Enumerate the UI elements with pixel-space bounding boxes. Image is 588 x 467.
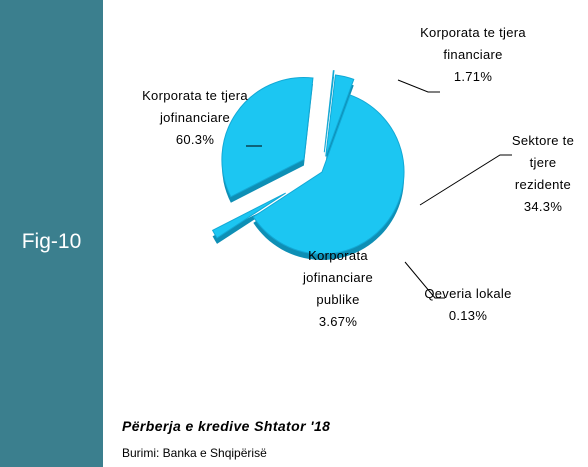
category-label: Korporata jofinanciare publike [302,248,374,307]
slice [323,70,335,153]
category-label: Qeveria lokale [424,286,512,301]
source: Burimi: Banka e Shqipërisë [122,446,267,460]
value-label: 0.13% [448,308,488,323]
category-label: Korporata te tjera financiare [420,25,526,62]
slice-side [324,76,335,159]
slice-label: Qeveria lokale 0.13% [418,283,518,327]
slice [252,94,405,255]
slice-label: Korporata te tjera jofinanciare 60.3% [140,85,250,151]
leader-line [404,261,445,299]
value-label: 34.3% [523,199,563,214]
category-label: Sektore te tjere rezidente [511,133,575,192]
leader-line [419,154,512,206]
figure-label: Fig-10 [21,230,82,253]
value-label: 60.3% [175,132,215,147]
slice-label: Korporata te tjera financiare 1.71% [418,22,528,88]
value-label: 1.71% [453,69,493,84]
chart-title: Përberja e kredive Shtator '18 [122,418,331,434]
slice [211,192,286,239]
side-bar [0,0,103,467]
slice-label: Korporata jofinanciare publike 3.67% [283,245,393,333]
category-label: Korporata te tjera jofinanciare [142,88,248,125]
value-label: 3.67% [318,314,358,329]
slice [221,77,314,198]
slice-label: Sektore te tjere rezidente 34.3% [502,130,584,218]
leader-line [397,79,440,93]
slice [325,74,355,157]
